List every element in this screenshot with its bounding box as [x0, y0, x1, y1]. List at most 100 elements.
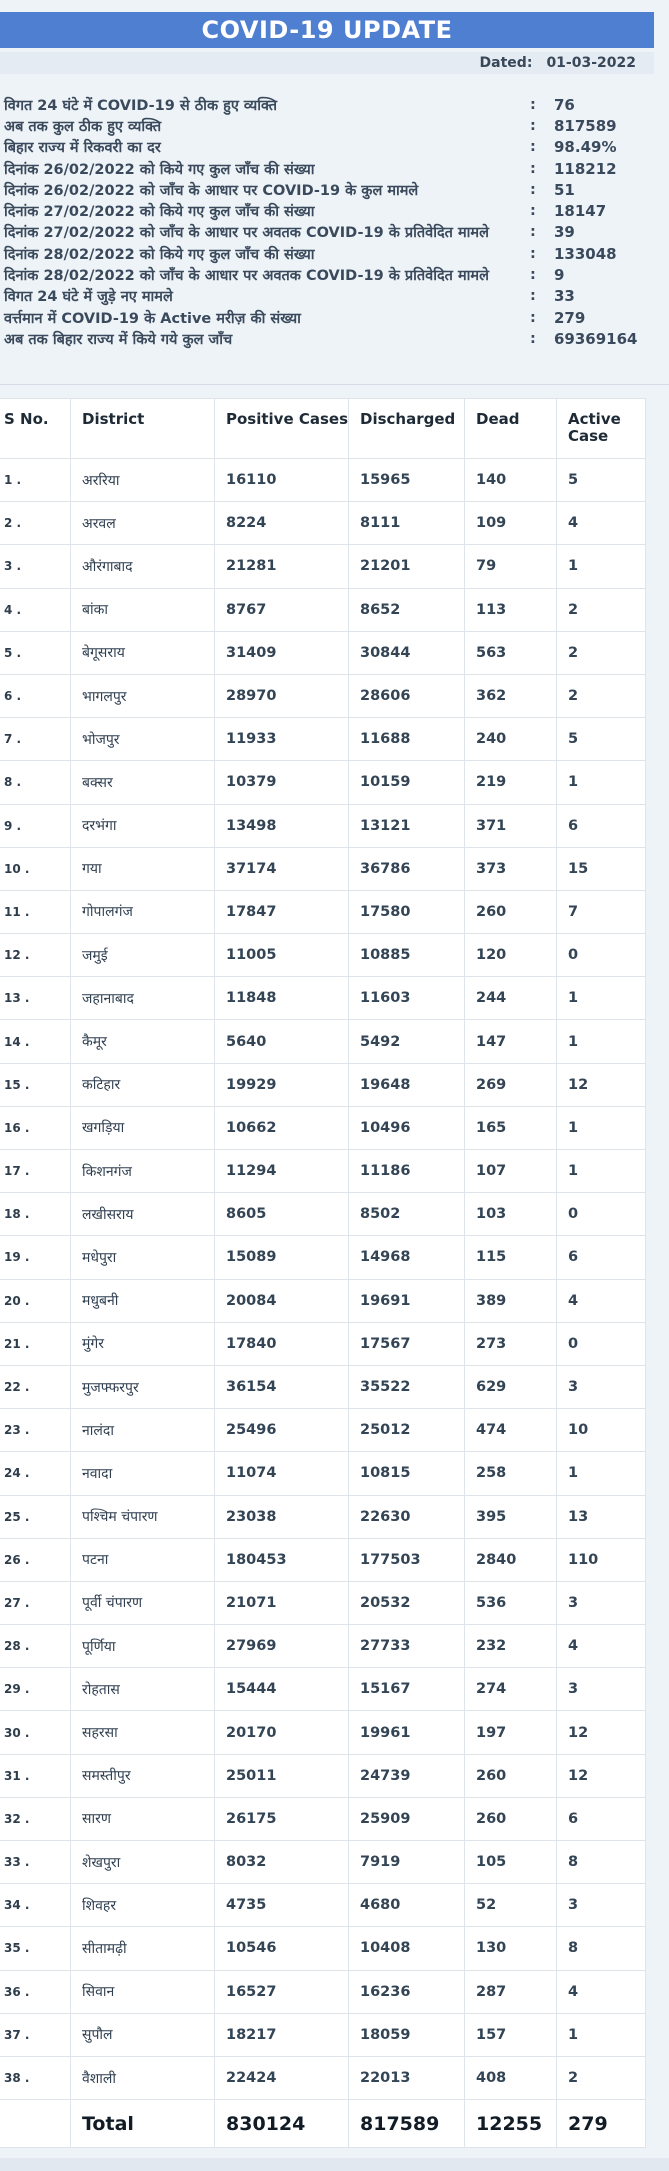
cell-district: भागलपुर: [70, 673, 215, 719]
cell-dead: 395: [464, 1494, 557, 1539]
cell-positive-cases: 10379: [214, 760, 349, 805]
cell-discharged: 20532: [348, 1580, 465, 1626]
cell-district: पूर्णिया: [70, 1624, 215, 1669]
cell-district: किशनगंज: [70, 1148, 215, 1194]
summary-colon: :: [530, 117, 536, 134]
cell-active-case: 8: [556, 1926, 646, 1971]
cell-district: पश्चिम चंपारण: [70, 1494, 215, 1539]
cell-active-case: 1: [556, 1451, 646, 1496]
cell-sno: 3 .: [0, 544, 71, 589]
cell-positive-cases: 36154: [214, 1364, 349, 1410]
cell-district: जहानाबाद: [70, 976, 215, 1021]
cell-positive-cases: 8224: [214, 501, 349, 546]
cell-active-case: 0: [556, 933, 646, 978]
cell-district: जमुई: [70, 933, 215, 978]
cell-district: वैशाली: [70, 2055, 215, 2101]
table-row: 33 . शेखपुरा 8032 7919 105 8: [0, 1839, 646, 1885]
cell-active-case: 110: [556, 1537, 646, 1582]
cell-dead: 130: [464, 1926, 557, 1971]
cell-district: रोहतास: [70, 1667, 215, 1712]
cell-district: अरवल: [70, 501, 215, 546]
summary-value: 33: [554, 287, 575, 306]
cell-discharged: 4680: [348, 1883, 465, 1928]
cell-discharged: 15965: [348, 457, 465, 503]
cell-sno: 1 .: [0, 457, 71, 503]
cell-sno: 9 .: [0, 803, 71, 848]
cell-discharged: 22013: [348, 2055, 465, 2101]
total-cell-active-case: 279: [556, 2099, 646, 2149]
cell-positive-cases: 20170: [214, 1710, 349, 1755]
cell-district: नालंदा: [70, 1408, 215, 1453]
summary-label: अब तक बिहार राज्य में किये गये कुल जाँच: [4, 331, 233, 348]
cell-positive-cases: 21071: [214, 1580, 349, 1626]
cell-dead: 113: [464, 587, 557, 632]
cell-positive-cases: 13498: [214, 803, 349, 848]
cell-discharged: 11186: [348, 1148, 465, 1194]
cell-district: शेखपुरा: [70, 1839, 215, 1885]
cell-sno: 35 .: [0, 1926, 71, 1971]
cell-positive-cases: 11848: [214, 976, 349, 1021]
header-sno: S No.: [0, 398, 71, 459]
total-cell-district: Total: [70, 2099, 215, 2149]
cell-district: समस्तीपुर: [70, 1753, 215, 1798]
table-row: 10 . गया 37174 36786 373 15: [0, 846, 646, 891]
cell-positive-cases: 16110: [214, 457, 349, 503]
cell-positive-cases: 4735: [214, 1883, 349, 1928]
cell-discharged: 10408: [348, 1926, 465, 1971]
cell-sno: 10 .: [0, 846, 71, 891]
table-row: 30 . सहरसा 20170 19961 197 12: [0, 1710, 646, 1755]
cell-district: अररिया: [70, 457, 215, 503]
cell-discharged: 7919: [348, 1839, 465, 1885]
cell-positive-cases: 37174: [214, 846, 349, 891]
table-row: 21 . मुंगेर 17840 17567 273 0: [0, 1321, 646, 1366]
cell-discharged: 22630: [348, 1494, 465, 1539]
cell-sno: 19 .: [0, 1235, 71, 1280]
cell-district: भोजपुर: [70, 717, 215, 762]
cell-district: दरभंगा: [70, 803, 215, 848]
cell-sno: 15 .: [0, 1062, 71, 1107]
cell-district: खगड़िया: [70, 1105, 215, 1151]
cell-active-case: 0: [556, 1192, 646, 1237]
cell-dead: 563: [464, 630, 557, 675]
summary-colon: :: [530, 203, 536, 220]
summary-label: अब तक कुल ठीक हुए व्यक्ति: [4, 118, 162, 135]
cell-dead: 140: [464, 457, 557, 503]
table-row: 34 . शिवहर 4735 4680 52 3: [0, 1883, 646, 1928]
summary-value: 76: [554, 95, 575, 114]
summary-value: 98.49%: [554, 138, 617, 157]
cell-discharged: 10159: [348, 760, 465, 805]
cell-dead: 197: [464, 1710, 557, 1755]
dated-value: 01-03-2022: [546, 55, 636, 71]
table-row: 38 . वैशाली 22424 22013 408 2: [0, 2055, 646, 2101]
summary-value: 51: [554, 180, 575, 199]
summary-value: 279: [554, 308, 586, 327]
cell-district: शिवहर: [70, 1883, 215, 1928]
cell-discharged: 177503: [348, 1537, 465, 1582]
cell-sno: 18 .: [0, 1192, 71, 1237]
table-row: 35 . सीतामढ़ी 10546 10408 130 8: [0, 1926, 646, 1971]
cell-active-case: 15: [556, 846, 646, 891]
cell-active-case: 1: [556, 1105, 646, 1151]
cell-discharged: 15167: [348, 1667, 465, 1712]
cell-district: सुपौल: [70, 2012, 215, 2057]
cell-district: मुंगेर: [70, 1321, 215, 1366]
cell-discharged: 14968: [348, 1235, 465, 1280]
cell-district: कटिहार: [70, 1062, 215, 1107]
summary-colon: :: [530, 139, 536, 156]
summary-row: दिनांक 27/02/2022 को किये गए कुल जाँच की…: [0, 200, 669, 221]
summary-row: दिनांक 28/02/2022 को किये गए कुल जाँच की…: [0, 243, 669, 264]
cell-discharged: 17567: [348, 1321, 465, 1366]
table-row: 23 . नालंदा 25496 25012 474 10: [0, 1408, 646, 1453]
cell-discharged: 16236: [348, 1969, 465, 2014]
cell-district: सिवान: [70, 1969, 215, 2014]
table-row: 11 . गोपालगंज 17847 17580 260 7: [0, 889, 646, 935]
table-row: 18 . लखीसराय 8605 8502 103 0: [0, 1192, 646, 1237]
cell-dead: 371: [464, 803, 557, 848]
bottom-band: [0, 2158, 669, 2171]
table-row: 6 . भागलपुर 28970 28606 362 2: [0, 673, 646, 719]
table-row: 12 . जमुई 11005 10885 120 0: [0, 933, 646, 978]
cell-discharged: 8502: [348, 1192, 465, 1237]
cell-district: औरंगाबाद: [70, 544, 215, 589]
cell-district: नवादा: [70, 1451, 215, 1496]
cell-dead: 165: [464, 1105, 557, 1151]
